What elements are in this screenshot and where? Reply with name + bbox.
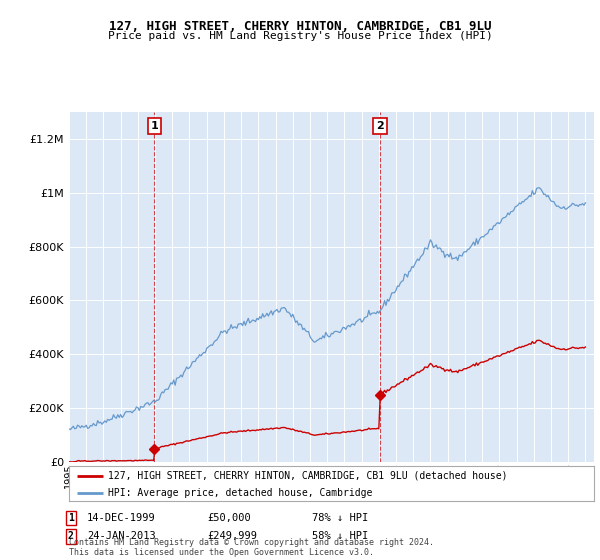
Text: HPI: Average price, detached house, Cambridge: HPI: Average price, detached house, Camb… — [109, 488, 373, 497]
Text: Price paid vs. HM Land Registry's House Price Index (HPI): Price paid vs. HM Land Registry's House … — [107, 31, 493, 41]
Text: 58% ↓ HPI: 58% ↓ HPI — [312, 531, 368, 542]
Text: 2: 2 — [376, 121, 384, 131]
Text: Contains HM Land Registry data © Crown copyright and database right 2024.
This d: Contains HM Land Registry data © Crown c… — [69, 538, 434, 557]
Text: 127, HIGH STREET, CHERRY HINTON, CAMBRIDGE, CB1 9LU: 127, HIGH STREET, CHERRY HINTON, CAMBRID… — [109, 20, 491, 32]
Text: £249,999: £249,999 — [207, 531, 257, 542]
Text: 1: 1 — [68, 513, 74, 523]
Text: £50,000: £50,000 — [207, 513, 251, 523]
Text: 78% ↓ HPI: 78% ↓ HPI — [312, 513, 368, 523]
Text: 127, HIGH STREET, CHERRY HINTON, CAMBRIDGE, CB1 9LU (detached house): 127, HIGH STREET, CHERRY HINTON, CAMBRID… — [109, 470, 508, 480]
Text: 24-JAN-2013: 24-JAN-2013 — [87, 531, 156, 542]
Text: 14-DEC-1999: 14-DEC-1999 — [87, 513, 156, 523]
Text: 1: 1 — [151, 121, 158, 131]
Text: 2: 2 — [68, 531, 74, 542]
